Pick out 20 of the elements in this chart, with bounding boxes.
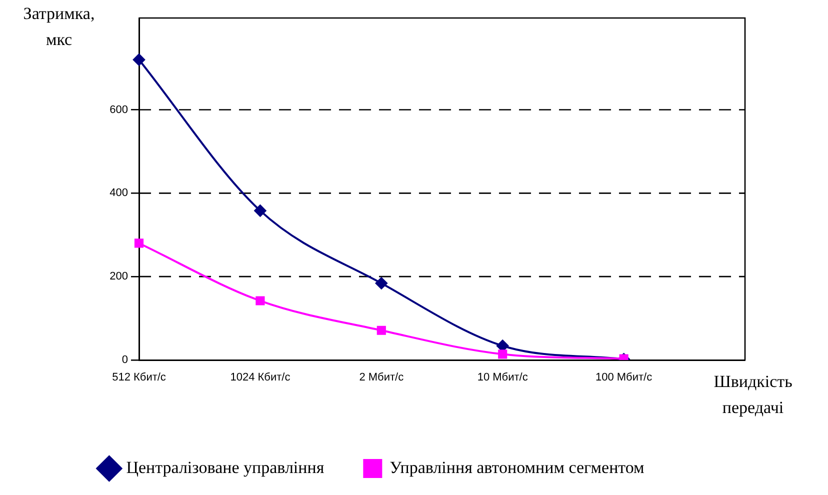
- point: [375, 277, 388, 290]
- x-tick-label: 100 Мбит/с: [595, 372, 653, 384]
- x-axis-title: Швидкість передачі: [714, 372, 793, 417]
- point: [498, 350, 508, 359]
- y-tick-label: 400: [110, 187, 128, 200]
- point: [376, 326, 386, 335]
- x-tick-label: 512 Кбит/с: [112, 372, 166, 384]
- legend-label: Управління автономним сегментом: [390, 458, 645, 477]
- point: [133, 54, 145, 66]
- y-tick-label: 600: [110, 104, 128, 116]
- point: [256, 296, 265, 306]
- y-axis-title: Затримка, мкс: [23, 4, 95, 49]
- y-tick-label: 0: [122, 354, 128, 366]
- point: [134, 238, 144, 248]
- x-tick-label: 1024 Кбит/с: [230, 372, 291, 384]
- x-tick-label: 10 Мбит/с: [477, 372, 528, 384]
- legend-label: Централізоване управління: [126, 458, 324, 477]
- point: [254, 204, 266, 217]
- x-tick-label: 2 Мбит/с: [359, 372, 404, 384]
- y-tick-label: 200: [110, 270, 128, 283]
